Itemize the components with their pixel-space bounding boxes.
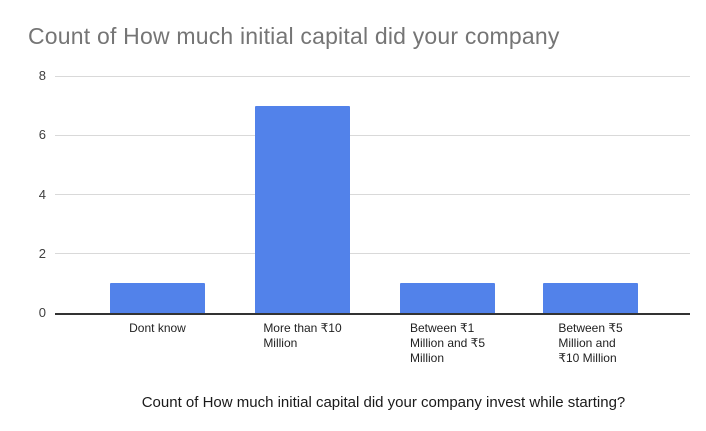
x-axis-title: Count of How much initial capital did yo… [141, 394, 626, 411]
bar-3 [400, 283, 495, 313]
x-tick-slot-2: More than ₹10 Million [255, 321, 350, 351]
plot-area [55, 75, 690, 315]
x-tick-label-1: Dont know [129, 321, 186, 335]
x-tick-slot-3: Between ₹1 Million and ₹5 Million [400, 321, 495, 366]
x-tick-label-3: Between ₹1 Million and ₹5 Million [409, 321, 485, 365]
gridline-8 [55, 75, 690, 77]
y-tick-label-6: 6 [38, 127, 46, 143]
y-tick-label-2: 2 [38, 245, 46, 261]
x-tick-label-2: More than ₹10 Million [263, 321, 342, 350]
y-tick-label-4: 4 [38, 186, 46, 202]
chart-title: Count of How much initial capital did yo… [28, 23, 560, 49]
x-tick-label-4: Between ₹5 Million and ₹10 Million [558, 321, 623, 365]
x-tick-slot-4: Between ₹5 Million and ₹10 Million [543, 321, 638, 366]
x-tick-slot-1: Dont know [110, 321, 205, 336]
bar-1 [110, 283, 205, 313]
bar-4 [543, 283, 638, 313]
y-tick-label-8: 8 [38, 68, 46, 83]
gridline-2 [55, 253, 690, 255]
gridline-4 [55, 194, 690, 195]
y-tick-label-0: 0 [38, 305, 46, 320]
gridline-6 [55, 134, 690, 136]
bar-2 [255, 106, 350, 313]
